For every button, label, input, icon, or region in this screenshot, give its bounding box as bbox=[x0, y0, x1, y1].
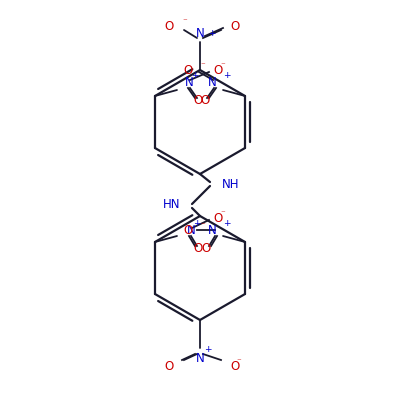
Text: +: + bbox=[223, 72, 231, 80]
Text: N: N bbox=[187, 224, 196, 236]
Text: N: N bbox=[208, 76, 217, 88]
Text: O: O bbox=[184, 224, 193, 236]
Text: N: N bbox=[196, 352, 204, 365]
Text: O: O bbox=[184, 64, 193, 76]
Text: N: N bbox=[196, 27, 204, 40]
Text: O: O bbox=[193, 242, 202, 254]
Text: ⁻: ⁻ bbox=[201, 222, 206, 230]
Text: +: + bbox=[223, 220, 231, 228]
Text: O: O bbox=[193, 94, 202, 106]
Text: N: N bbox=[208, 224, 217, 236]
Text: +: + bbox=[208, 30, 216, 38]
Text: O: O bbox=[213, 212, 222, 224]
Text: O: O bbox=[230, 360, 239, 372]
Text: O: O bbox=[230, 20, 239, 32]
Text: O: O bbox=[202, 242, 211, 254]
Text: ⁻: ⁻ bbox=[220, 210, 225, 218]
Text: ⁻: ⁻ bbox=[182, 18, 187, 26]
Text: O: O bbox=[165, 360, 174, 372]
Text: +: + bbox=[193, 220, 201, 228]
Text: N: N bbox=[185, 76, 194, 88]
Text: O: O bbox=[213, 64, 222, 76]
Text: ⁻: ⁻ bbox=[201, 62, 206, 70]
Text: O: O bbox=[165, 20, 174, 32]
Text: ⁻: ⁻ bbox=[220, 62, 225, 70]
Text: +: + bbox=[204, 346, 212, 354]
Text: ⁻: ⁻ bbox=[237, 358, 241, 366]
Text: +: + bbox=[191, 72, 199, 80]
Text: NH: NH bbox=[222, 178, 240, 192]
Text: O: O bbox=[201, 94, 210, 106]
Text: HN: HN bbox=[162, 198, 180, 212]
